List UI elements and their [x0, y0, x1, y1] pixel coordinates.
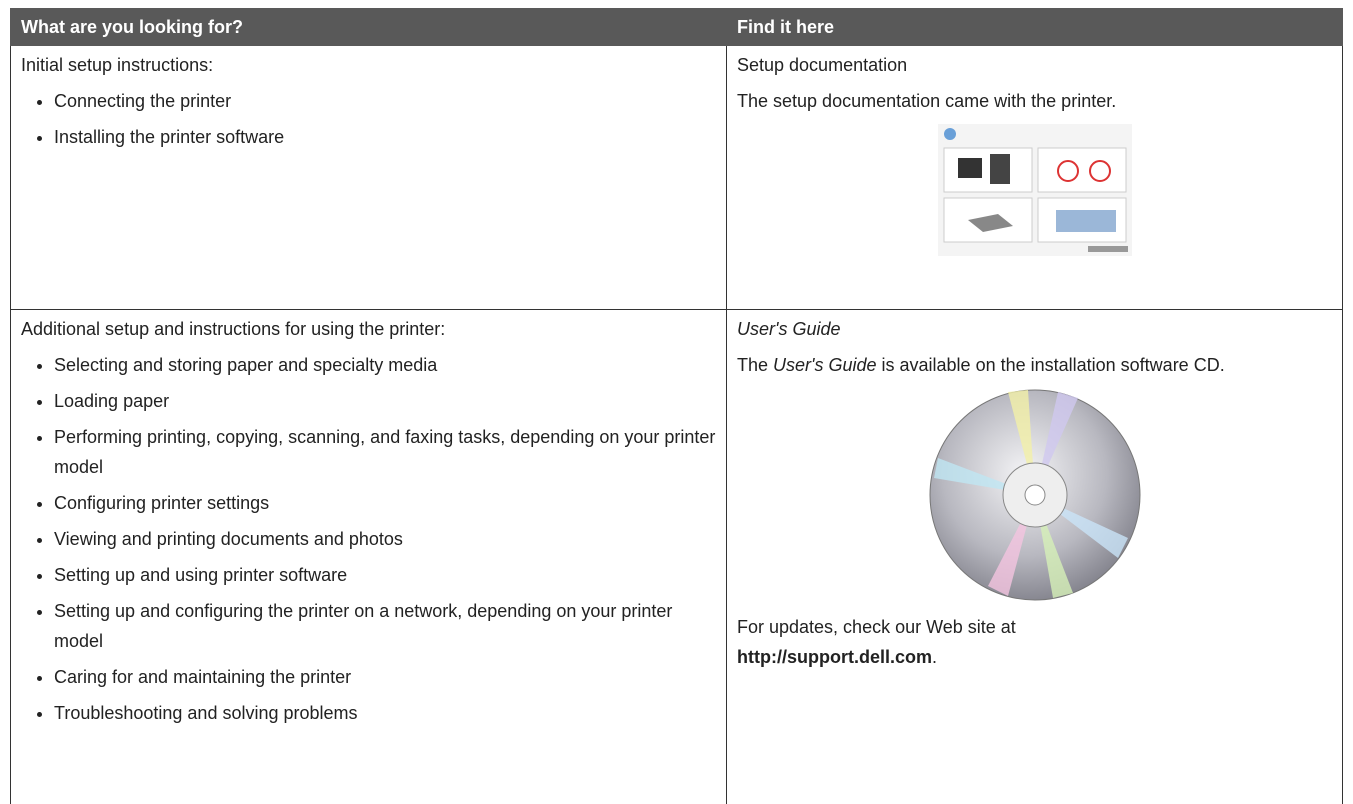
bullet: Setting up and using printer software — [54, 560, 716, 590]
bullet-list: Connecting the printer Installing the pr… — [21, 86, 716, 152]
paragraph: User's Guide — [737, 314, 1332, 344]
text: is available on the installation softwar… — [876, 355, 1225, 375]
intro: Initial setup instructions: — [21, 55, 214, 75]
bullet: Loading paper — [54, 386, 716, 416]
bullet: Configuring printer settings — [54, 488, 716, 518]
header-row: What are you looking for? Find it here — [10, 8, 1343, 46]
info-table: What are you looking for? Find it here I… — [10, 8, 1343, 804]
bullet: Connecting the printer — [54, 86, 716, 116]
left-cell: Additional setup and instructions for us… — [10, 309, 727, 804]
bullet: Setting up and configuring the printer o… — [54, 596, 716, 656]
bullet: Viewing and printing documents and photo… — [54, 524, 716, 554]
text: Setup documentation — [737, 55, 908, 75]
row: Initial setup instructions: Connecting t… — [10, 45, 1343, 310]
header-cell: What are you looking for? — [10, 8, 727, 46]
text: . — [932, 647, 938, 667]
text: The — [737, 355, 774, 375]
bullet-list: Selecting and storing paper and specialt… — [21, 350, 716, 728]
paragraph: For updates, check our Web site at http:… — [737, 612, 1332, 672]
row: Additional setup and instructions for us… — [10, 309, 1343, 804]
paragraph: The User's Guide is available on the ins… — [737, 350, 1332, 380]
text: The setup documentation came with the pr… — [737, 91, 1117, 111]
paragraph: Setup documentation — [737, 50, 1332, 80]
bullet: Installing the printer software — [54, 122, 716, 152]
intro: Additional setup and instructions for us… — [21, 319, 446, 339]
cd-image — [929, 389, 1140, 601]
right-cell: User's Guide The User's Guide is availab… — [726, 309, 1343, 804]
header-cell: Find it here — [726, 8, 1343, 46]
bullet: Troubleshooting and solving problems — [54, 698, 716, 728]
left-cell: Initial setup instructions: Connecting t… — [10, 45, 727, 310]
setup-doc-image — [937, 124, 1132, 256]
text: http://support.dell.com — [737, 647, 932, 667]
bullet: Caring for and maintaining the printer — [54, 662, 716, 692]
text: For updates, check our Web site at — [737, 617, 1016, 637]
text: User's Guide — [773, 355, 877, 375]
bullet: Performing printing, copying, scanning, … — [54, 422, 716, 482]
right-cell: Setup documentation The setup documentat… — [726, 45, 1343, 310]
paragraph: The setup documentation came with the pr… — [737, 86, 1332, 116]
bullet: Selecting and storing paper and specialt… — [54, 350, 716, 380]
text: User's Guide — [737, 319, 841, 339]
